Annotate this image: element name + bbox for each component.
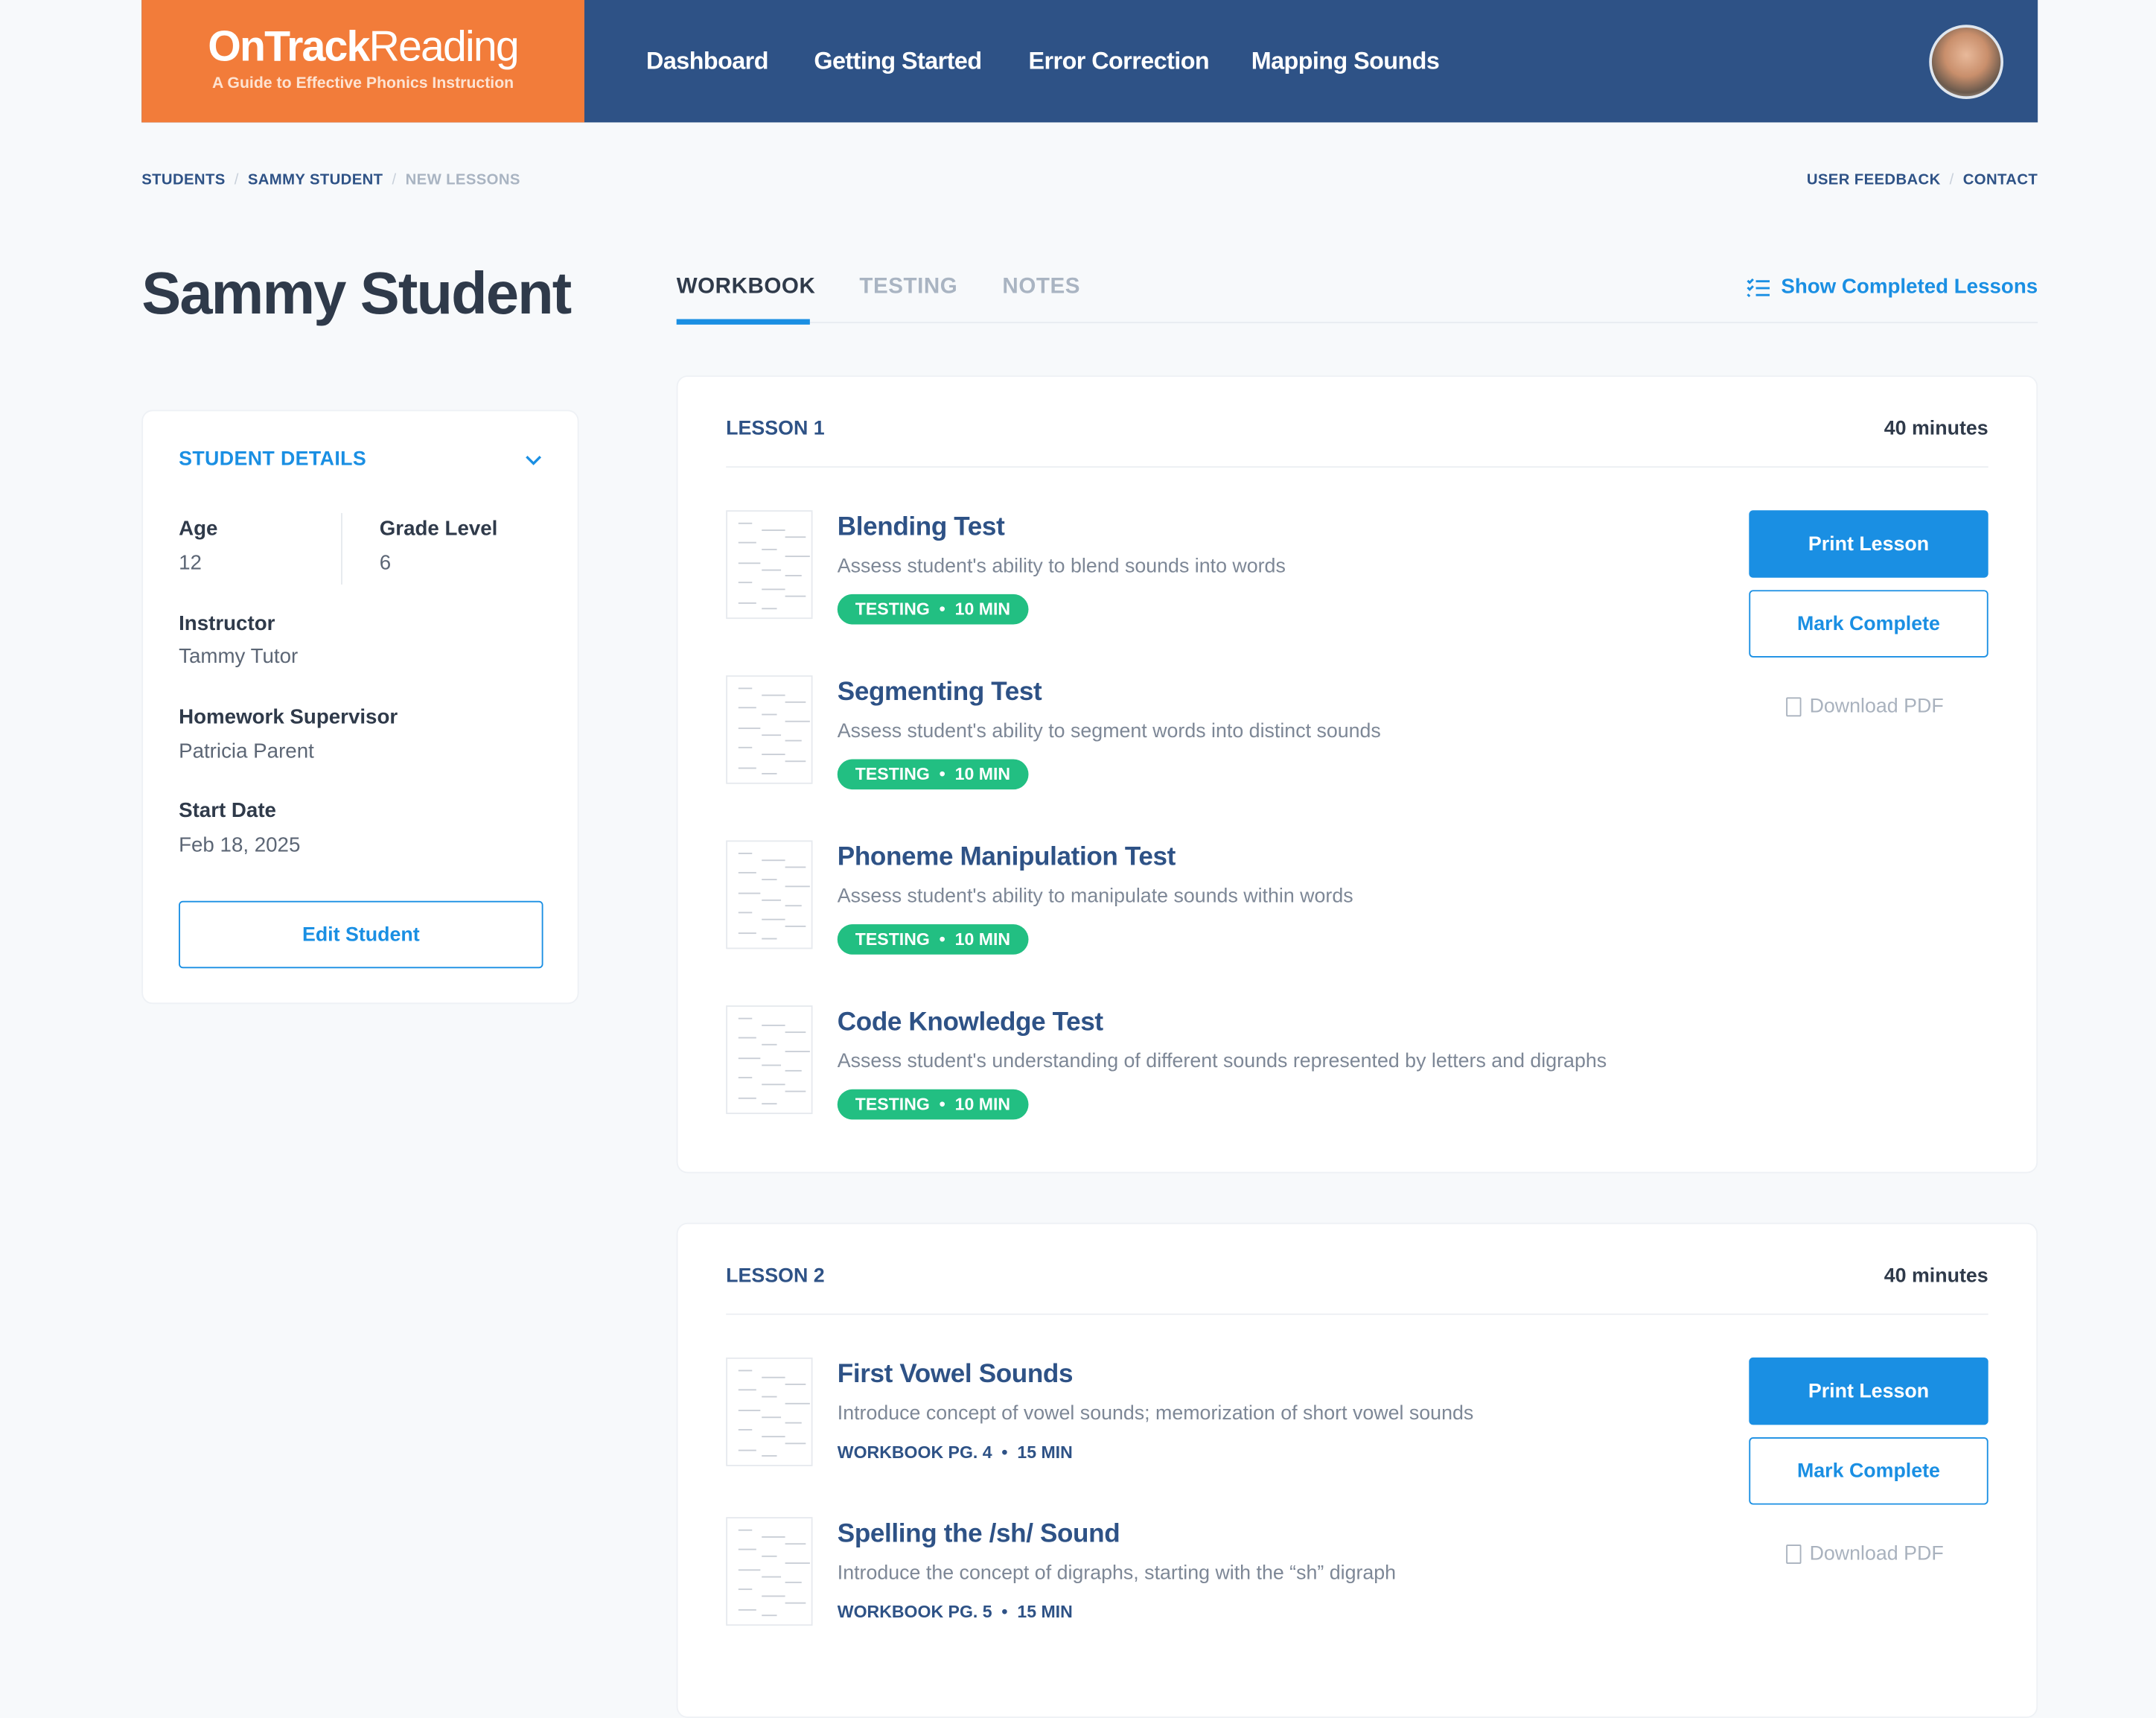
logo[interactable]: OnTrackReading A Guide to Effective Phon… bbox=[141, 0, 584, 123]
testing-badge: TESTING • 10 MIN bbox=[837, 594, 1029, 625]
pdf-file-icon bbox=[1786, 697, 1802, 717]
lesson-thumbnail[interactable] bbox=[726, 1517, 813, 1626]
mark-complete-button[interactable]: Mark Complete bbox=[1749, 1437, 1988, 1505]
grade-label: Grade Level bbox=[379, 517, 498, 541]
start-date-label: Start Date bbox=[179, 799, 276, 823]
download-pdf-button[interactable]: Download PDF bbox=[1786, 696, 1944, 719]
nav-getting-started[interactable]: Getting Started bbox=[814, 46, 982, 74]
nav-error-correction[interactable]: Error Correction bbox=[1028, 46, 1210, 74]
workbook-page-label: WORKBOOK PG. 4 • 15 MIN bbox=[837, 1442, 1073, 1463]
activity-description: Assess student's ability to segment word… bbox=[837, 720, 1381, 743]
active-tab-indicator bbox=[676, 319, 810, 325]
print-lesson-button[interactable]: Print Lesson bbox=[1749, 510, 1988, 578]
breadcrumb-current: NEW LESSONS bbox=[405, 171, 520, 189]
avatar[interactable] bbox=[1929, 25, 2003, 99]
lesson-card: LESSON 1 40 minutes Print Lesson Mark Co… bbox=[676, 375, 2038, 1174]
lesson-card: LESSON 2 40 minutes Print Lesson Mark Co… bbox=[676, 1222, 2038, 1718]
activity-title[interactable]: Code Knowledge Test bbox=[837, 1008, 1103, 1037]
activity-description: Introduce the concept of digraphs, start… bbox=[837, 1562, 1397, 1585]
download-pdf-button[interactable]: Download PDF bbox=[1786, 1543, 1944, 1565]
instructor-value: Tammy Tutor bbox=[179, 645, 299, 669]
tab-testing[interactable]: TESTING bbox=[859, 275, 958, 299]
lesson-thumbnail[interactable] bbox=[726, 675, 813, 784]
print-lesson-button[interactable]: Print Lesson bbox=[1749, 1357, 1988, 1425]
mark-complete-button[interactable]: Mark Complete bbox=[1749, 590, 1988, 658]
lesson-duration: 40 minutes bbox=[1884, 1265, 1988, 1288]
page-title: Sammy Student bbox=[141, 261, 572, 328]
activity-description: Assess student's understanding of differ… bbox=[837, 1051, 1607, 1073]
testing-badge: TESTING • 10 MIN bbox=[837, 1089, 1029, 1120]
student-details-card: STUDENT DETAILS Age 12 Grade Level 6 Ins… bbox=[141, 410, 579, 1005]
nav-mapping-sounds[interactable]: Mapping Sounds bbox=[1251, 46, 1440, 74]
show-completed-label: Show Completed Lessons bbox=[1781, 275, 2038, 299]
tab-divider bbox=[676, 322, 2038, 324]
nav-dashboard[interactable]: Dashboard bbox=[646, 46, 768, 74]
breadcrumb-student[interactable]: SAMMY STUDENT bbox=[247, 171, 383, 189]
supervisor-value: Patricia Parent bbox=[179, 739, 314, 764]
age-value: 12 bbox=[179, 551, 202, 576]
logo-text-light: Reading bbox=[369, 22, 519, 71]
tab-workbook[interactable]: WORKBOOK bbox=[676, 275, 816, 299]
supervisor-label: Homework Supervisor bbox=[179, 705, 398, 729]
student-details-heading[interactable]: STUDENT DETAILS bbox=[179, 448, 367, 471]
breadcrumb-students[interactable]: STUDENTS bbox=[141, 171, 226, 189]
activity-description: Introduce concept of vowel sounds; memor… bbox=[837, 1402, 1474, 1425]
instructor-label: Instructor bbox=[179, 611, 275, 636]
top-header: OnTrackReading A Guide to Effective Phon… bbox=[141, 0, 2038, 123]
top-links: USER FEEDBACK / CONTACT bbox=[1806, 171, 2038, 189]
pdf-file-icon bbox=[1786, 1544, 1802, 1564]
activity-title[interactable]: Segmenting Test bbox=[837, 678, 1042, 707]
checklist-icon bbox=[1747, 277, 1770, 297]
breadcrumb: STUDENTS / SAMMY STUDENT / NEW LESSONS bbox=[141, 171, 520, 189]
lesson-thumbnail[interactable] bbox=[726, 1005, 813, 1115]
edit-student-button[interactable]: Edit Student bbox=[179, 900, 543, 969]
lesson-duration: 40 minutes bbox=[1884, 418, 1988, 441]
lesson-title: LESSON 2 bbox=[726, 1265, 825, 1288]
logo-text: OnTrack bbox=[208, 22, 370, 71]
activity-description: Assess student's ability to manipulate s… bbox=[837, 885, 1353, 908]
user-feedback-link[interactable]: USER FEEDBACK bbox=[1806, 171, 1941, 189]
activity-description: Assess student's ability to blend sounds… bbox=[837, 556, 1286, 578]
tab-notes[interactable]: NOTES bbox=[1002, 275, 1081, 299]
workbook-page-label: WORKBOOK PG. 5 • 15 MIN bbox=[837, 1602, 1073, 1622]
activity-title[interactable]: Spelling the /sh/ Sound bbox=[837, 1519, 1120, 1549]
activity-title[interactable]: Blending Test bbox=[837, 512, 1005, 542]
grade-value: 6 bbox=[379, 551, 392, 576]
download-pdf-label: Download PDF bbox=[1809, 696, 1944, 719]
start-date-value: Feb 18, 2025 bbox=[179, 833, 301, 857]
lesson-thumbnail[interactable] bbox=[726, 510, 813, 620]
lesson-thumbnail[interactable] bbox=[726, 1357, 813, 1466]
lesson-title: LESSON 1 bbox=[726, 418, 825, 441]
divider bbox=[726, 1313, 1988, 1315]
divider bbox=[726, 466, 1988, 468]
activity-title[interactable]: First Vowel Sounds bbox=[837, 1360, 1074, 1390]
testing-badge: TESTING • 10 MIN bbox=[837, 924, 1029, 955]
contact-link[interactable]: CONTACT bbox=[1962, 171, 2038, 189]
divider bbox=[341, 512, 342, 585]
show-completed-button[interactable]: Show Completed Lessons bbox=[1747, 275, 2038, 299]
download-pdf-label: Download PDF bbox=[1809, 1543, 1944, 1565]
chevron-down-icon[interactable] bbox=[526, 455, 542, 466]
logo-tagline: A Guide to Effective Phonics Instruction bbox=[211, 75, 514, 92]
lesson-thumbnail[interactable] bbox=[726, 840, 813, 949]
age-label: Age bbox=[179, 517, 218, 541]
testing-badge: TESTING • 10 MIN bbox=[837, 759, 1029, 790]
activity-title[interactable]: Phoneme Manipulation Test bbox=[837, 843, 1176, 872]
